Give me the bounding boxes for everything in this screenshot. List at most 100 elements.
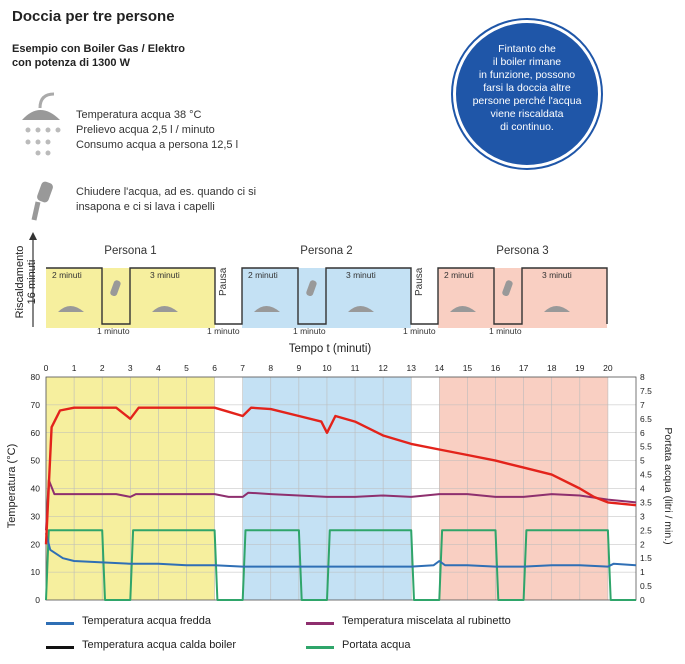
y-right-tick-label: 4 <box>640 484 645 494</box>
tap-info-line: insapona e ci si lava i capelli <box>76 201 215 213</box>
y-right-tick-label: 1 <box>640 567 645 577</box>
x-tick-label: 13 <box>407 363 417 373</box>
legend-swatch-miscelata <box>306 622 334 625</box>
y-right-tick-label: 4.5 <box>640 470 652 480</box>
bubble-line: persone perché l'acqua <box>472 95 582 107</box>
hand-shower-icon <box>31 181 53 221</box>
pause1-label: Pausa <box>218 267 229 296</box>
x-tick-label: 17 <box>519 363 529 373</box>
y-left-tick-label: 40 <box>31 484 41 494</box>
shower-info-line: Temperatura acqua 38 °C <box>76 109 202 121</box>
temperature-flow-chart: 0 1 2 3 4 5 6 7 8 9 10 11 12 13 14 15 16 17 18 19 2001020304… <box>31 363 653 605</box>
y-right-tick-label: 7 <box>640 400 645 410</box>
y-left-tick-label: 10 <box>31 567 41 577</box>
right-axis-title-text: Portata acqua (litri / min.) <box>662 427 674 545</box>
right-axis-title: Portata acqua (litri / min.) <box>658 420 678 560</box>
p3-3min-label: 3 minuti <box>542 270 572 280</box>
bubble-text: Fintanto che il boiler rimane in funzion… <box>470 43 584 134</box>
x-tick-label: 20 <box>603 363 613 373</box>
legend-label-fredda: Temperatura acqua fredda <box>82 615 212 627</box>
person3-label: Persona 3 <box>496 245 549 257</box>
bubble-line: in funzione, possono <box>478 69 576 81</box>
legend-label-miscelata: Temperatura miscelata al rubinetto <box>342 615 511 627</box>
y-right-tick-label: 8 <box>640 372 645 382</box>
bubble-line: Fintanto che <box>498 43 556 55</box>
x-tick-label: 11 <box>351 363 360 373</box>
left-axis-title-text: Temperatura (°C) <box>6 443 18 529</box>
y-left-tick-label: 80 <box>31 372 41 382</box>
x-tick-label: 18 <box>547 363 557 373</box>
y-right-tick-label: 0.5 <box>640 581 652 591</box>
p3-1min-label: 1 minuto <box>489 326 522 336</box>
subtitle-line-1: Esempio con Boiler Gas / Elektro <box>12 43 185 55</box>
y-right-tick-label: 3 <box>640 511 645 521</box>
y-right-tick-label: 2.5 <box>640 525 652 535</box>
person1-label: Persona 1 <box>104 245 157 257</box>
x-tick-label: 19 <box>575 363 585 373</box>
timeline-square-wave <box>46 267 608 325</box>
y-right-tick-label: 1.5 <box>640 553 652 563</box>
p2-2min-label: 2 minuti <box>248 270 278 280</box>
p1-2min-label: 2 minuti <box>52 270 82 280</box>
shower-info-line: Prelievo acqua 2,5 l / minuto <box>76 124 215 136</box>
person2-label: Persona 2 <box>300 245 353 257</box>
y-right-tick-label: 7.5 <box>640 386 652 396</box>
bubble-line: il boiler rimane <box>492 56 562 68</box>
bubble-line: farsi la doccia altre <box>483 82 571 94</box>
y-left-tick-label: 60 <box>31 428 41 438</box>
series-line-1 <box>44 406 637 545</box>
x-tick-label: 5 <box>184 363 189 373</box>
y-right-tick-label: 6 <box>640 428 645 438</box>
x-tick-label: 10 <box>322 363 332 373</box>
plot-frame <box>45 376 637 601</box>
pause2-label: Pausa <box>414 267 425 296</box>
p1-3min-label: 3 minuti <box>150 270 180 280</box>
info-bubble: Fintanto che il boiler rimane in funzion… <box>453 20 601 168</box>
y-left-tick-label: 70 <box>31 400 41 410</box>
shower-info: Temperatura acqua 38 °C Prelievo acqua 2… <box>76 108 238 153</box>
p2-3min-label: 3 minuti <box>346 270 376 280</box>
legend-label-portata: Portata acqua <box>342 639 411 651</box>
p2-1min-label: 1 minuto <box>293 326 326 336</box>
series-line-2 <box>45 479 637 531</box>
time-axis-label: Tempo t (minuti) <box>288 343 372 355</box>
tap-info: Chiudere l'acqua, ad es. quando ci si in… <box>76 185 256 215</box>
y-left-tick-label: 20 <box>31 539 41 549</box>
p1-1min-label: 1 minuto <box>97 326 130 336</box>
x-tick-label: 0 <box>44 363 49 373</box>
legend-swatch-portata <box>306 646 334 649</box>
bubble-line: viene riscaldata <box>490 108 564 120</box>
x-tick-label: 15 <box>463 363 473 373</box>
x-tick-label: 8 <box>268 363 273 373</box>
y-left-tick-label: 50 <box>31 456 41 466</box>
shower-head-icon <box>22 92 61 156</box>
bubble-line: di continuo. <box>500 121 554 133</box>
y-right-tick-label: 5 <box>640 456 645 466</box>
y-left-tick-label: 30 <box>31 511 41 521</box>
legend-label-boiler: Temperatura acqua calda boiler <box>82 639 237 651</box>
x-tick-label: 6 <box>212 363 217 373</box>
heating-arrow-icon <box>29 232 37 327</box>
tap-info-line: Chiudere l'acqua, ad es. quando ci si <box>76 186 257 198</box>
y-right-tick-label: 0 <box>640 595 645 605</box>
page-title: Doccia per tre persone <box>12 8 175 25</box>
y-right-tick-label: 6.5 <box>640 414 652 424</box>
legend-swatch-fredda <box>46 622 74 625</box>
x-tick-label: 7 <box>240 363 245 373</box>
x-tick-label: 1 <box>72 363 77 373</box>
x-tick-label: 4 <box>156 363 161 373</box>
y-left-tick-label: 0 <box>35 595 40 605</box>
left-axis-title: Temperatura (°C) <box>4 420 24 560</box>
y-right-tick-label: 3.5 <box>640 497 652 507</box>
shower-info-line: Consumo acqua a persona 12,5 l <box>76 139 239 151</box>
x-tick-label: 2 <box>100 363 105 373</box>
y-right-tick-label: 2 <box>640 539 645 549</box>
legend-swatch-boiler <box>46 646 74 649</box>
series-line-4 <box>45 529 636 601</box>
p3-2min-label: 2 minuti <box>444 270 474 280</box>
y-right-tick-label: 5.5 <box>640 442 652 452</box>
x-tick-label: 12 <box>378 363 388 373</box>
x-tick-label: 3 <box>128 363 133 373</box>
subtitle: Esempio con Boiler Gas / Elektro con pot… <box>12 42 272 70</box>
x-tick-label: 16 <box>491 363 501 373</box>
